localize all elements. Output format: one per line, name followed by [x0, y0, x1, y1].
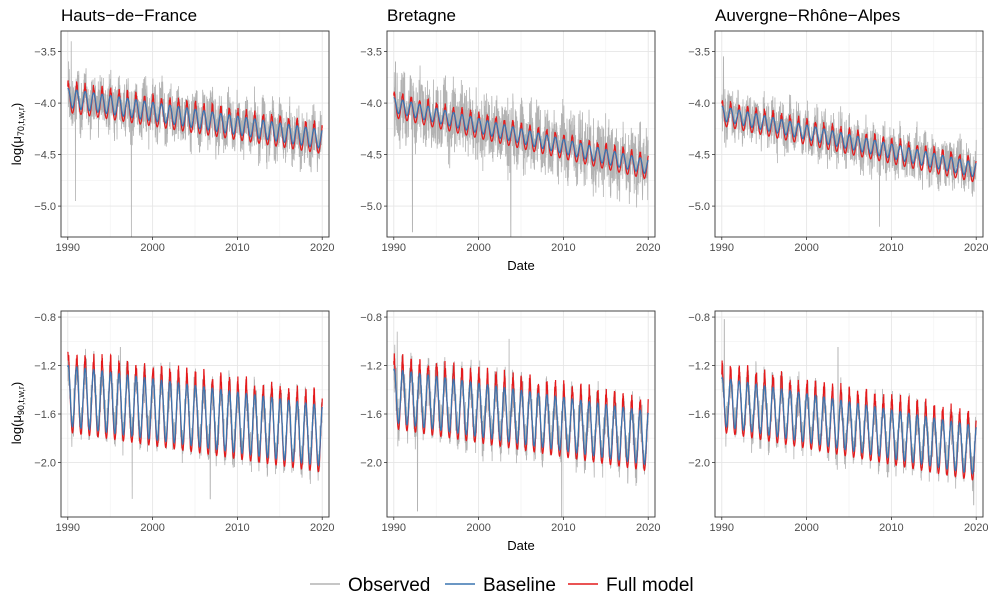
panel-title: Bretagne	[387, 6, 456, 25]
x-tick-label: 1990	[382, 242, 406, 254]
panel-bretagne-1: 1990 2000 2010 2020 −0.8 −1.2 −1.6 −2.0	[360, 310, 660, 534]
full-model-series	[393, 353, 649, 472]
panels-group: 1990 2000 2010 2020 −3.5 −4.0 −4.5 −5.0 Hauts−de…	[34, 6, 988, 534]
x-tick-label: 2020	[636, 242, 660, 254]
panel-auvergne-rh-ne-alpes-0: 1990 2000 2010 2020 −3.5 −4.0 −4.5 −5.0 Auvergne…	[688, 6, 988, 254]
x-tick-label: 1990	[56, 522, 80, 534]
x-tick-label: 2000	[140, 522, 164, 534]
x-tick-label: 2020	[964, 522, 988, 534]
y-tick-label: −4.5	[360, 150, 382, 162]
y-tick-label: −4.0	[688, 98, 710, 110]
y-tick-label: −1.2	[688, 361, 710, 373]
x-tick-label: 2020	[310, 242, 334, 254]
panel-border	[714, 30, 984, 238]
y-tick-label: −5.0	[360, 201, 382, 213]
series-group	[721, 56, 977, 227]
baseline-series	[721, 377, 977, 475]
panel-border	[60, 30, 330, 238]
y-axis-label-bottom: log(μ90,t,w,r)	[9, 382, 26, 445]
panel-auvergne-rh-ne-alpes-1: 1990 2000 2010 2020 −0.8 −1.2 −1.6 −2.0	[688, 310, 988, 534]
x-axis-label-top: Date	[507, 258, 534, 273]
legend-observed-label: Observed	[348, 575, 430, 596]
y-tick-label: −2.0	[34, 457, 56, 469]
x-tick-label: 1990	[382, 522, 406, 534]
x-tick-label: 1990	[56, 242, 80, 254]
y-tick-label: −1.6	[688, 409, 710, 421]
y-tick-label: −0.8	[34, 312, 56, 324]
series-group	[67, 346, 323, 500]
full-model-series	[67, 80, 323, 154]
x-tick-label: 2000	[794, 242, 818, 254]
x-tick-label: 2010	[551, 522, 575, 534]
y-tick-label: −4.5	[34, 150, 56, 162]
y-tick-label: −1.2	[360, 361, 382, 373]
x-tick-label: 2000	[140, 242, 164, 254]
y-tick-label: −5.0	[688, 201, 710, 213]
x-tick-label: 2010	[225, 242, 249, 254]
y-tick-label: −4.0	[360, 98, 382, 110]
x-axis-label-bottom: Date	[507, 538, 534, 553]
full-model-series	[721, 100, 977, 183]
x-tick-label: 2020	[636, 522, 660, 534]
y-tick-label: −0.8	[688, 312, 710, 324]
x-tick-label: 2020	[310, 522, 334, 534]
y-axis-label-top: log(μ70,t,w,r)	[9, 103, 26, 166]
y-tick-label: −3.5	[360, 47, 382, 59]
x-tick-label: 2000	[466, 522, 490, 534]
x-tick-label: 2000	[794, 522, 818, 534]
series-group	[393, 331, 649, 517]
series-group	[721, 319, 977, 506]
y-tick-label: −1.6	[360, 409, 382, 421]
baseline-series	[67, 88, 323, 149]
panel-border	[386, 30, 656, 238]
panel-title: Auvergne−Rhône−Alpes	[715, 6, 900, 25]
x-tick-label: 2000	[466, 242, 490, 254]
y-tick-label: −4.5	[688, 150, 710, 162]
y-tick-label: −5.0	[34, 201, 56, 213]
y-tick-label: −1.2	[34, 361, 56, 373]
panel-hauts-de-france-0: 1990 2000 2010 2020 −3.5 −4.0 −4.5 −5.0 Hauts−de…	[34, 6, 334, 254]
x-tick-label: 2020	[964, 242, 988, 254]
x-tick-label: 2010	[879, 242, 903, 254]
x-tick-label: 1990	[710, 242, 734, 254]
y-tick-label: −3.5	[34, 47, 56, 59]
full-model-series	[393, 91, 649, 180]
y-tick-label: −0.8	[360, 312, 382, 324]
baseline-series	[721, 105, 977, 178]
baseline-series	[393, 97, 649, 174]
x-tick-label: 2010	[551, 242, 575, 254]
y-tick-label: −4.0	[34, 98, 56, 110]
panel-title: Hauts−de−France	[61, 6, 197, 25]
baseline-series	[67, 364, 323, 467]
x-tick-label: 2010	[225, 522, 249, 534]
y-tick-label: −2.0	[688, 457, 710, 469]
baseline-series	[393, 368, 649, 466]
legend: Observed Baseline Full model	[310, 575, 694, 596]
panel-bretagne-0: 1990 2000 2010 2020 −3.5 −4.0 −4.5 −5.0 Bretagne	[360, 6, 660, 254]
full-model-series	[67, 351, 323, 473]
full-model-series	[721, 360, 977, 481]
series-group	[393, 61, 649, 237]
y-tick-label: −2.0	[360, 457, 382, 469]
x-tick-label: 2010	[879, 522, 903, 534]
legend-baseline-label: Baseline	[483, 575, 556, 596]
observed-series	[393, 61, 649, 237]
series-group	[67, 41, 323, 237]
legend-full-model-label: Full model	[606, 575, 694, 596]
y-tick-label: −1.6	[34, 409, 56, 421]
panel-hauts-de-france-1: 1990 2000 2010 2020 −0.8 −1.2 −1.6 −2.0	[34, 310, 334, 534]
x-tick-label: 1990	[710, 522, 734, 534]
y-tick-label: −3.5	[688, 47, 710, 59]
